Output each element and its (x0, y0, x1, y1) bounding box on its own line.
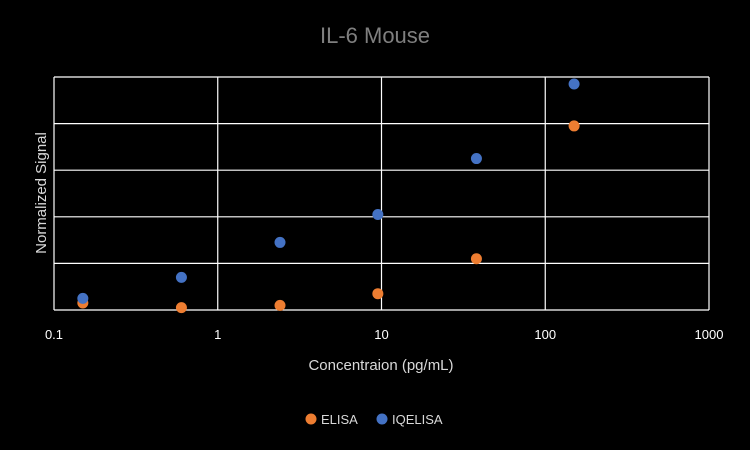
point-elisa (372, 288, 384, 300)
point-iqelisa (372, 208, 384, 220)
legend-marker-iqelisa (376, 413, 388, 425)
point-iqelisa (470, 153, 482, 165)
x-tick-label: 10 (374, 327, 388, 342)
legend: ELISA IQELISA (305, 412, 443, 427)
point-iqelisa (274, 236, 286, 248)
data-points (77, 78, 580, 314)
x-tick-label: 1 (214, 327, 221, 342)
point-iqelisa (175, 271, 187, 283)
legend-marker-elisa (305, 413, 317, 425)
chart-title: IL-6 Mouse (320, 23, 430, 48)
x-tick-label: 1000 (695, 327, 724, 342)
point-elisa (568, 120, 580, 132)
point-iqelisa (568, 78, 580, 90)
x-tick-label: 100 (534, 327, 556, 342)
grid-layer (53, 76, 710, 311)
x-tick-label: 0.1 (45, 327, 63, 342)
point-elisa (470, 253, 482, 265)
point-iqelisa (77, 292, 89, 304)
legend-label-iqelisa: IQELISA (392, 412, 443, 427)
x-axis-label: Concentraion (pg/mL) (308, 357, 453, 374)
y-axis-label: Normalized Signal (33, 132, 50, 254)
x-tick-labels: 0.1 1 10 100 1000 (45, 327, 724, 342)
legend-label-elisa: ELISA (321, 412, 358, 427)
point-elisa (274, 299, 286, 311)
point-elisa (175, 302, 187, 314)
